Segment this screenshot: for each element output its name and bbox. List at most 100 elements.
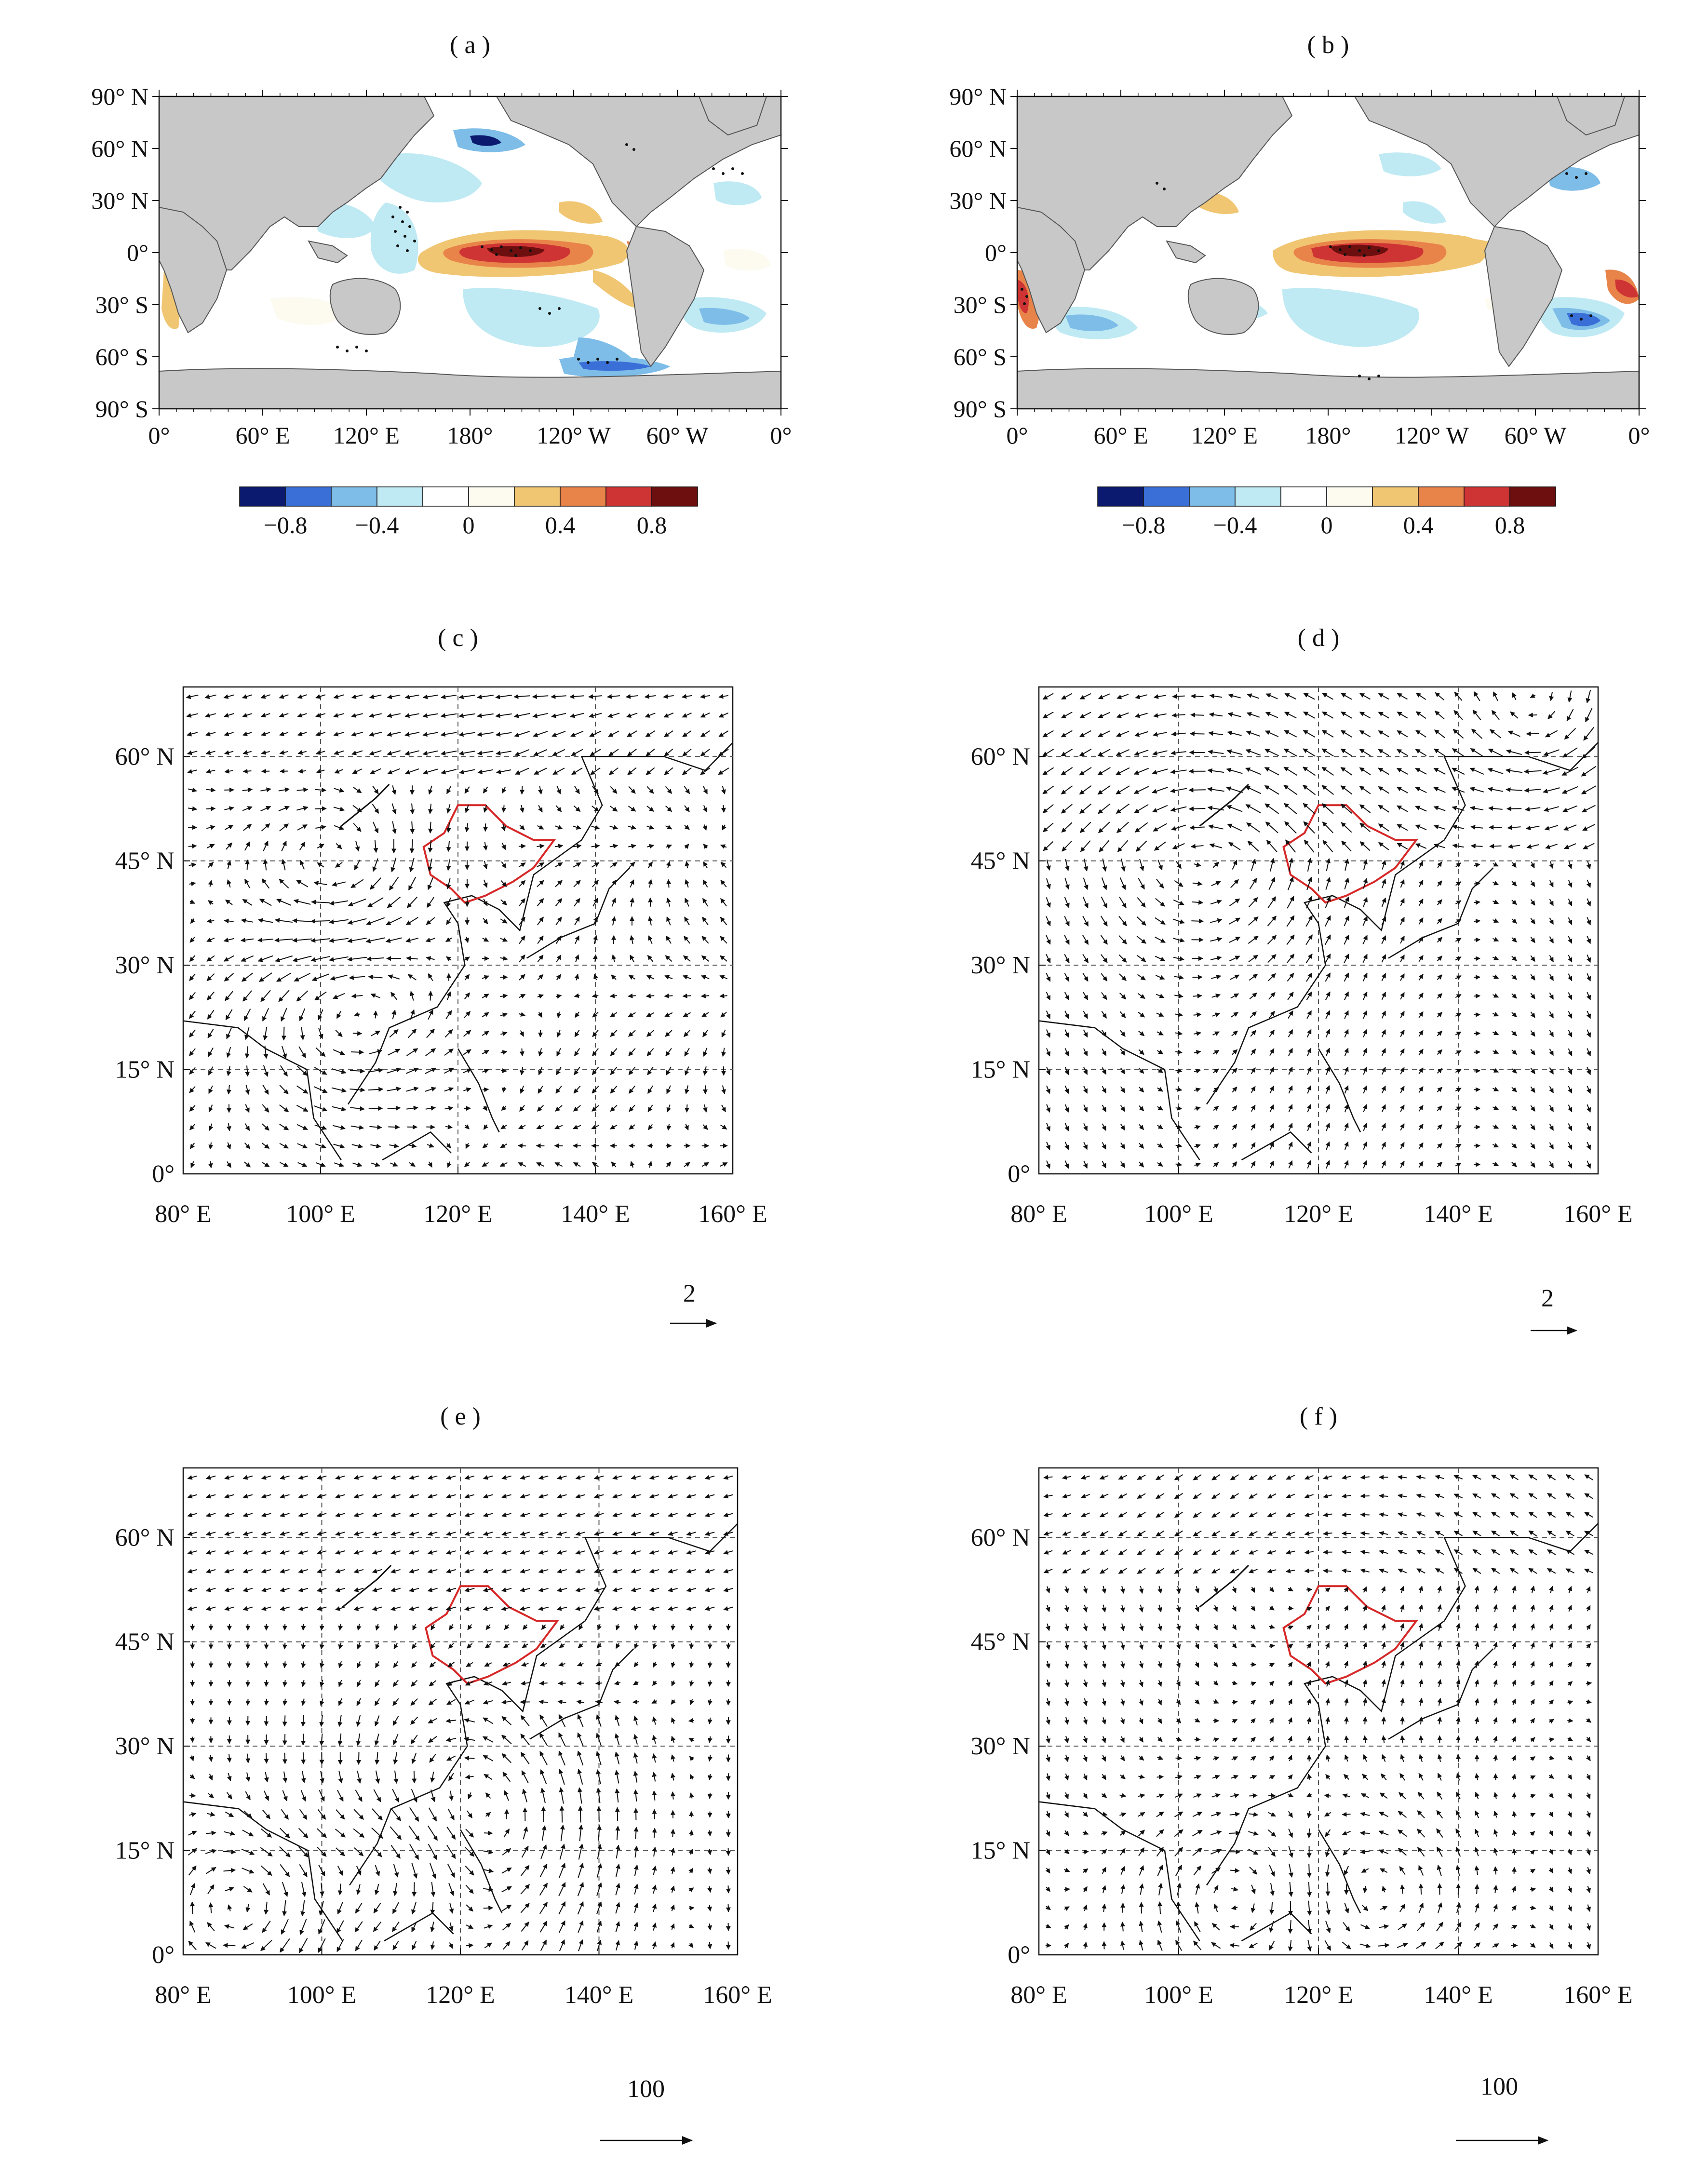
lon-tick-label: 120° E (423, 1200, 493, 1228)
lat-tick-label: 15° N (115, 1056, 175, 1084)
lat-tick-label: 45° N (971, 1628, 1030, 1656)
stipple-b (1021, 172, 1592, 380)
coastline (183, 1523, 738, 1941)
colorbar-swatch (605, 486, 652, 507)
lon-tick-label: 140° E (1424, 1981, 1493, 2009)
lat-tick-label: 30° N (115, 1733, 175, 1760)
wind-panels: ( c ) 60° N 45° N 30° N 15° N 0° 80° E 100° E 12… (115, 624, 1633, 2145)
lat-tick-label: 0° (985, 239, 1007, 266)
lat-tick-label: 30° S (95, 291, 148, 318)
lon-tick-label: 180° (1305, 422, 1351, 449)
colorbar-swatch (331, 486, 377, 507)
lon-tick-label: 100° E (1144, 1981, 1213, 2009)
reference-vector-label: 100 (627, 2075, 665, 2103)
lat-tick-label: 60° S (954, 343, 1007, 370)
panel-label-f: ( f ) (1300, 1403, 1337, 1430)
colorbar-swatch (651, 486, 698, 507)
lon-tick-label: 60° W (646, 422, 709, 449)
colorbar-tick-label: 0 (463, 511, 475, 538)
sst-map-a (159, 96, 781, 409)
colorbar-tick-label: 0.8 (1495, 511, 1525, 538)
colorbar-tick-label: 0.4 (1403, 511, 1434, 538)
lon-tick-label: 160° E (1563, 1981, 1633, 2009)
baikal-lake (1199, 1564, 1250, 1608)
sst-panel-a: ( a ) (91, 31, 792, 449)
panel-label-a: ( a ) (450, 31, 490, 59)
colorbar-swatch (560, 486, 606, 507)
lat-tick-label: 15° N (971, 1837, 1030, 1865)
lon-tick-label: 100° E (287, 1981, 357, 2009)
panel-label-c: ( c ) (438, 624, 478, 652)
lat-tick-label: 45° N (115, 847, 175, 875)
lon-tick-label: 0° (1007, 422, 1028, 449)
lon-tick-label: 80° E (1010, 1981, 1067, 2009)
colorbar-tick-label: −0.8 (1122, 511, 1166, 538)
wind-panel-f: ( f ) 60° N 45° N 30° N 15° N 0° 80° E 100° E 12… (971, 1403, 1633, 2145)
reference-vector-label: 2 (683, 1280, 696, 1307)
wind-panel-d: ( d ) 60° N 45° N 30° N 15° N 0° 80° E 100° E 12… (971, 624, 1633, 1335)
lat-tick-label: 0° (152, 1941, 175, 1969)
colorbar-swatch (1509, 486, 1556, 507)
colorbar-swatch (1326, 486, 1373, 507)
lon-tick-label: 60° E (235, 422, 290, 449)
lon-tick-label: 160° E (703, 1981, 772, 2009)
colorbar-swatch (468, 486, 515, 507)
land-greenland-a (698, 96, 767, 136)
wind-vectors (1043, 1474, 1593, 1952)
coastline (183, 742, 733, 1160)
colorbar-swatch (1097, 486, 1144, 507)
lon-tick-label: 60° E (1093, 422, 1148, 449)
lat-tick-label: 90° S (954, 395, 1007, 422)
baikal-lake (340, 783, 390, 827)
japan-coast (1388, 1648, 1494, 1740)
lat-tick-label: 30° N (971, 1733, 1030, 1760)
lon-tick-label: 140° E (561, 1200, 630, 1228)
panel-label-d: ( d ) (1298, 624, 1340, 652)
colorbar-swatch (377, 486, 423, 507)
lat-tick-label: 15° N (971, 1056, 1030, 1084)
lon-tick-label: 0° (148, 422, 170, 449)
lat-tick-label: 0° (127, 239, 148, 266)
lat-tick-label: 60° N (971, 1524, 1030, 1551)
colorbar-tick-label: 0 (1321, 511, 1333, 538)
lat-tick-label: 60° S (95, 343, 148, 370)
lat-tick-label: 90° N (949, 83, 1007, 110)
colorbar-tick-label: 0.4 (545, 511, 576, 538)
colorbar-swatch (285, 486, 332, 507)
lon-tick-label: 120° E (426, 1981, 495, 2009)
wind-vectors (186, 694, 729, 1169)
lat-tick-label: 60° N (91, 135, 148, 162)
northeast-china-outline (1282, 1585, 1419, 1685)
lon-tick-label: 120° W (1395, 422, 1469, 449)
colorbar-swatch (1235, 486, 1281, 507)
lat-tick-label: 60° N (949, 135, 1007, 162)
sst-panel-b: ( b ) (949, 31, 1650, 449)
islands-coast (382, 1048, 500, 1161)
lon-tick-label: 60° W (1505, 422, 1567, 449)
lat-tick-label: 0° (1008, 1160, 1030, 1188)
lon-tick-label: 120° E (1284, 1981, 1353, 2009)
islands-coast (1241, 1048, 1361, 1161)
colorbar-swatch (1418, 486, 1465, 507)
lat-tick-label: 30° S (954, 291, 1007, 318)
colorbar-swatch (1143, 486, 1190, 507)
colorbar-swatch (1280, 486, 1327, 507)
lat-tick-label: 45° N (115, 1628, 175, 1656)
lon-tick-label: 100° E (286, 1200, 355, 1228)
colorbar-tick-label: −0.4 (355, 511, 399, 538)
land-south-america-a (626, 226, 705, 367)
lon-tick-label: 100° E (1144, 1200, 1213, 1228)
land-africa-a (159, 206, 228, 334)
lat-tick-label: 30° N (949, 187, 1007, 214)
coastline (1038, 742, 1599, 1160)
baikal-lake (1199, 783, 1250, 827)
panel-label-b: ( b ) (1307, 31, 1349, 59)
lat-tick-label: 30° N (115, 952, 175, 979)
baikal-lake (342, 1564, 392, 1608)
wind-panel-c: ( c ) 60° N 45° N 30° N 15° N 0° 80° E 100° E 12… (115, 624, 767, 1328)
lon-tick-label: 0° (1628, 422, 1650, 449)
land-maritime-a (308, 240, 348, 264)
colorbar-tick-label: −0.8 (264, 511, 308, 538)
